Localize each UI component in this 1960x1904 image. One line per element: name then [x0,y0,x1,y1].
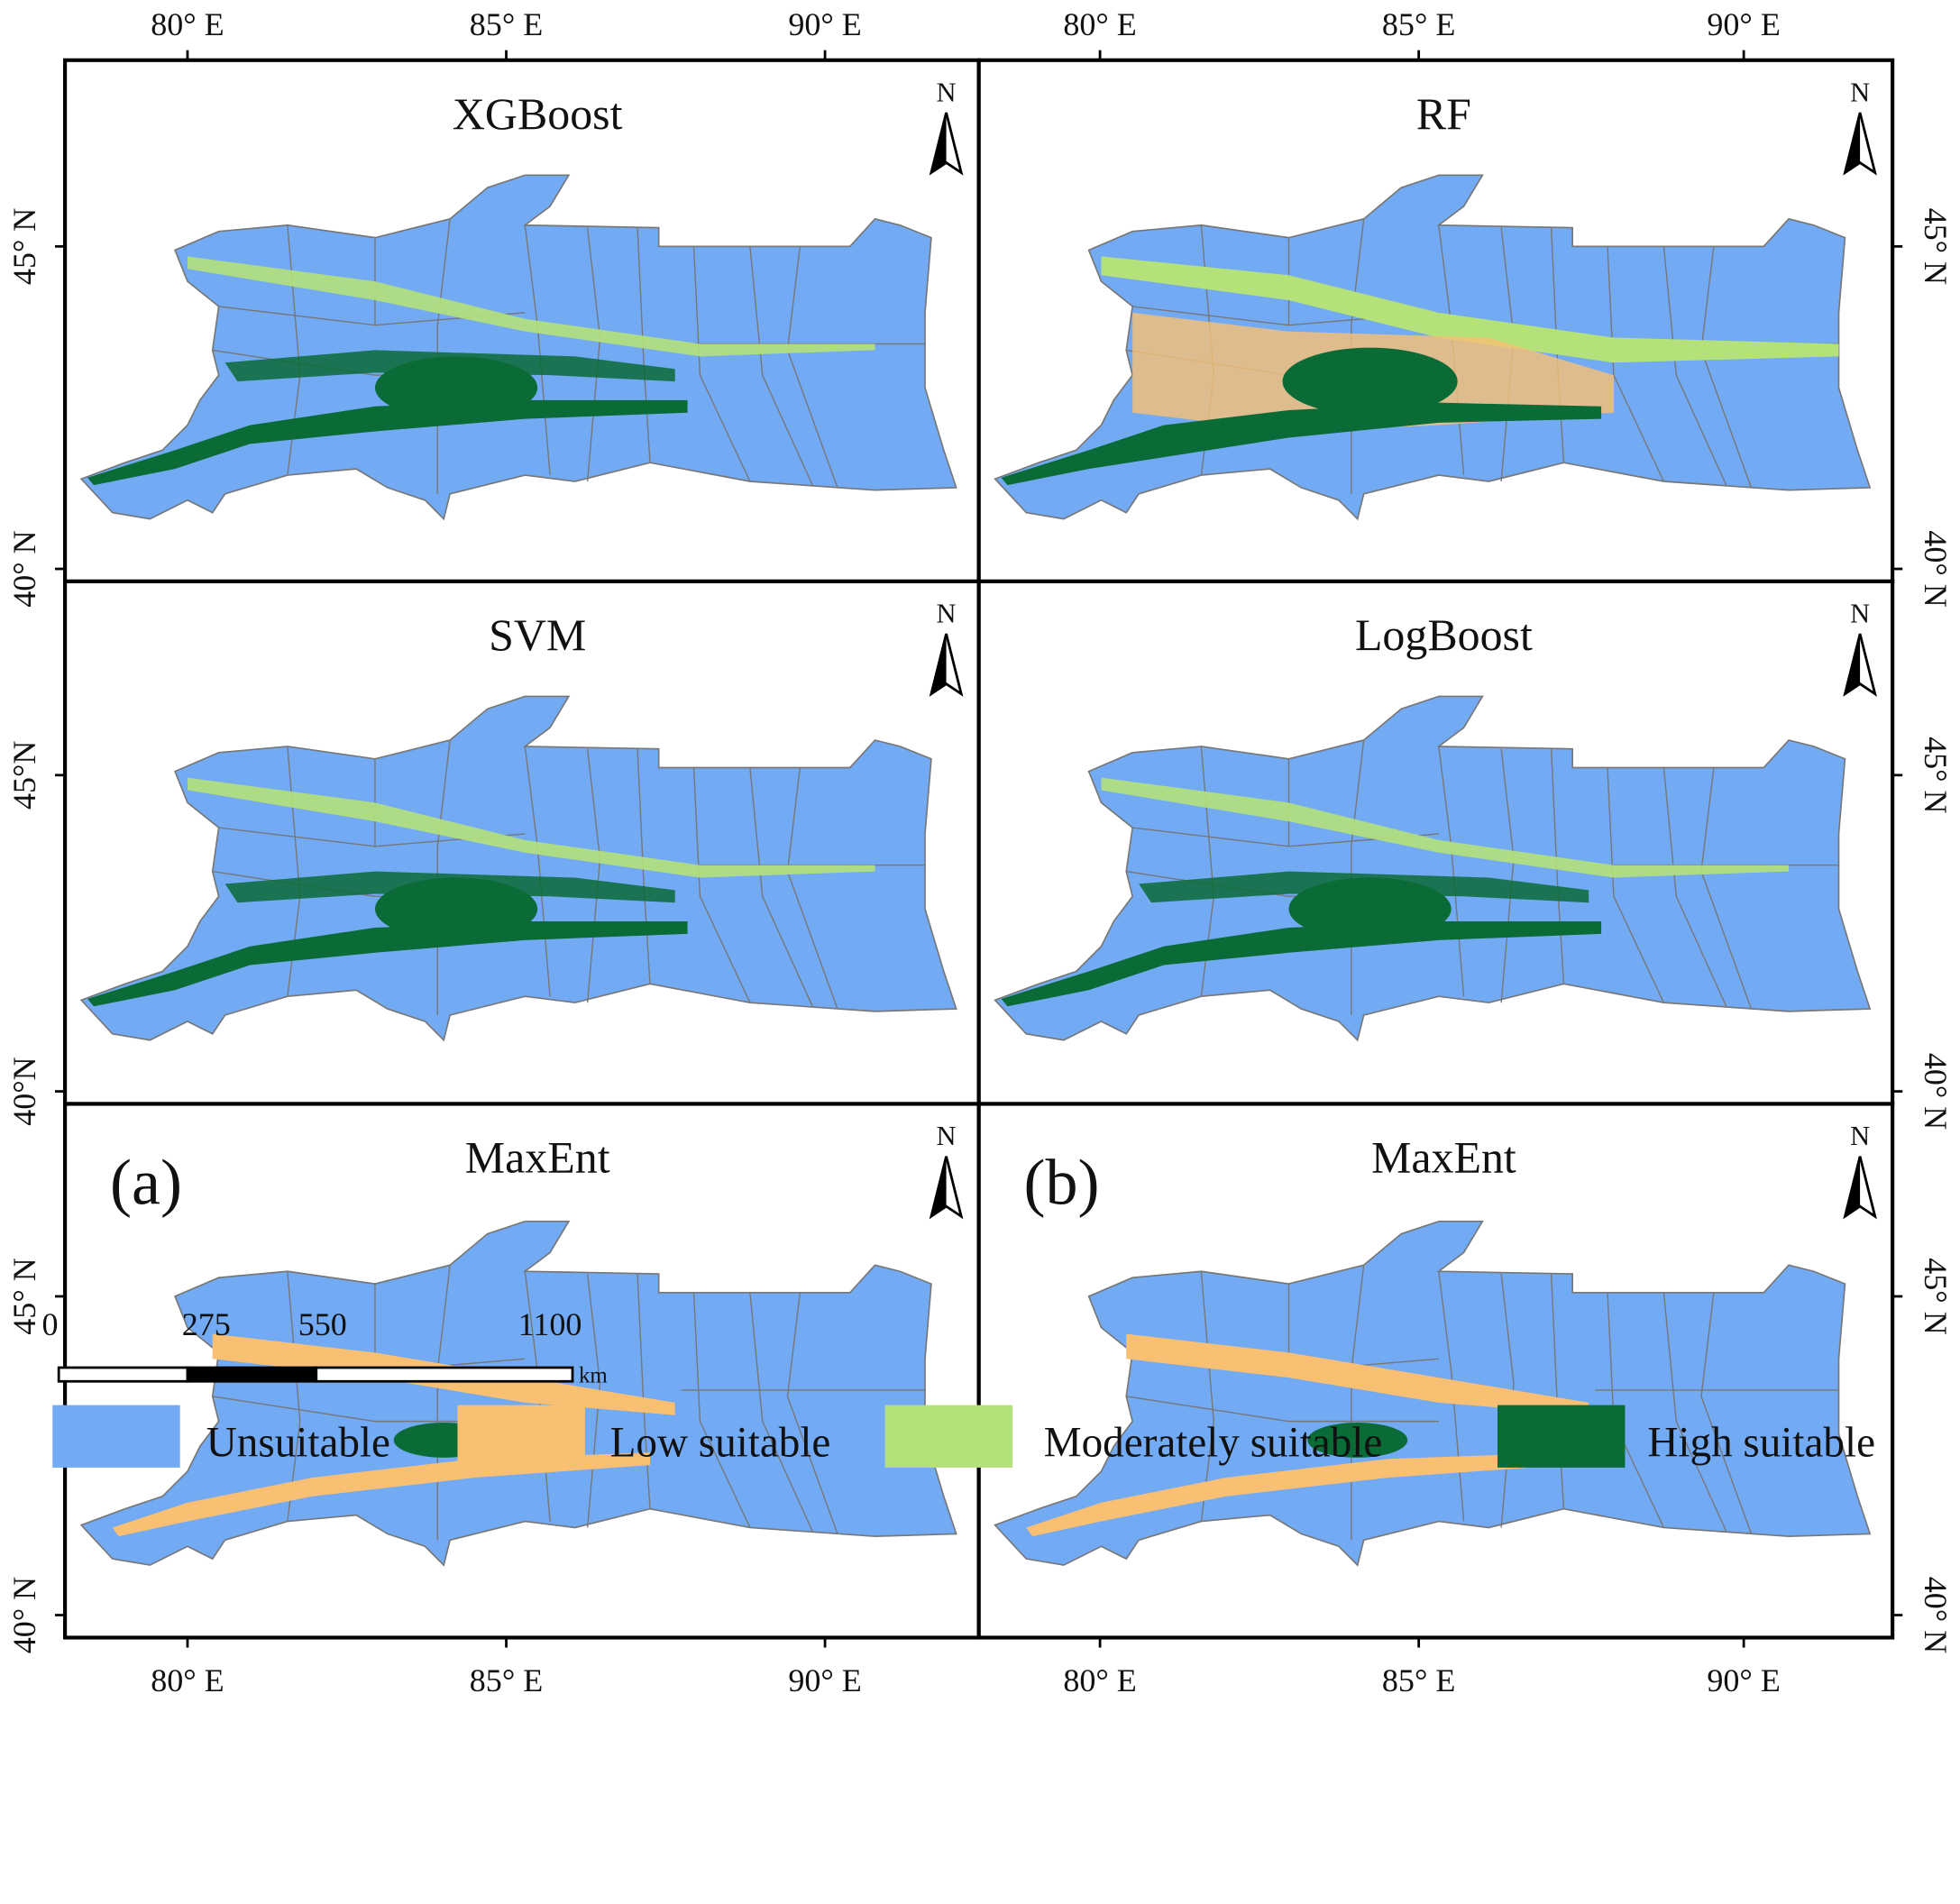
legend-swatch [457,1405,585,1468]
lon-label: 90° E [1707,6,1780,42]
panel-title: LogBoost [1355,610,1533,660]
scale-label: 1100 [518,1306,582,1342]
legend-label: High suitable [1647,1419,1875,1466]
panel-title: MaxEnt [1371,1133,1516,1183]
map-panel: XGBoost N [63,58,981,583]
north-arrow [1844,1155,1877,1218]
panel-title: MaxEnt [465,1133,610,1183]
lon-label: 80° E [151,1662,224,1698]
north-arrow [930,111,963,174]
lon-label: 90° E [1707,1662,1780,1698]
north-label: N [1850,599,1870,629]
map-panel: SVM N [63,579,981,1106]
panel-title: XGBoost [453,89,623,139]
lon-label: 85° E [1382,1662,1455,1698]
lat-label: 45° N [1918,1258,1954,1334]
scale-segment [57,1366,189,1383]
legend-swatch [1497,1405,1626,1468]
legend-label: Moderately suitable [1044,1419,1383,1466]
lat-label: 40° N [6,1577,42,1653]
lat-label: 40° N [1918,1577,1954,1653]
panel-title: RF [1416,89,1471,139]
panel-title: SVM [489,610,586,660]
legend-swatch [52,1405,180,1468]
lat-label: 40°N [6,1057,42,1125]
lon-label: 85° E [470,1662,543,1698]
lon-label: 85° E [470,6,543,42]
north-label: N [937,599,957,629]
lon-label: 80° E [1063,1662,1136,1698]
lon-label: 90° E [788,6,861,42]
lon-label: 90° E [788,1662,861,1698]
scale-label: 0 [41,1306,58,1342]
lat-label: 40° N [1918,530,1954,607]
lat-label: 45°N [6,741,42,810]
legend: Unsuitable Low suitable Moderately suitabl… [52,1405,1875,1468]
north-label: N [1850,78,1870,108]
legend-label: Unsuitable [206,1419,390,1466]
scale-label: 550 [298,1306,347,1342]
lat-label: 40° N [1918,1053,1954,1130]
lat-label: 45° N [6,208,42,285]
north-arrow [1844,632,1877,696]
north-arrow [1844,111,1877,174]
scale-segment [315,1366,574,1383]
lon-label: 85° E [1382,6,1455,42]
scale-segment [186,1366,318,1383]
lat-label: 45° N [6,1258,42,1334]
map-panel: RF N [976,58,1895,583]
north-label: N [937,78,957,108]
panel-label: (b) [1024,1146,1100,1218]
panel-frame [976,1102,1895,1640]
legend-swatch [884,1405,1013,1468]
lon-label: 80° E [151,6,224,42]
scale-unit: km [579,1364,608,1388]
lat-label: 45° N [1918,208,1954,285]
north-arrow [930,632,963,696]
scale-bar: 0 275 550 1100 km [41,1306,607,1388]
lon-label: 80° E [1063,6,1136,42]
north-label: N [937,1121,957,1151]
scale-label: 275 [182,1306,231,1342]
lat-label: 45° N [1918,737,1954,813]
north-label: N [1850,1121,1870,1151]
map-panel: LogBoost N [976,579,1895,1106]
map-panel: MaxEnt (b) N [976,1102,1895,1640]
legend-label: Low suitable [610,1419,831,1466]
panel-label: (a) [110,1146,182,1218]
north-arrow [930,1155,963,1218]
lat-label: 40° N [6,530,42,607]
